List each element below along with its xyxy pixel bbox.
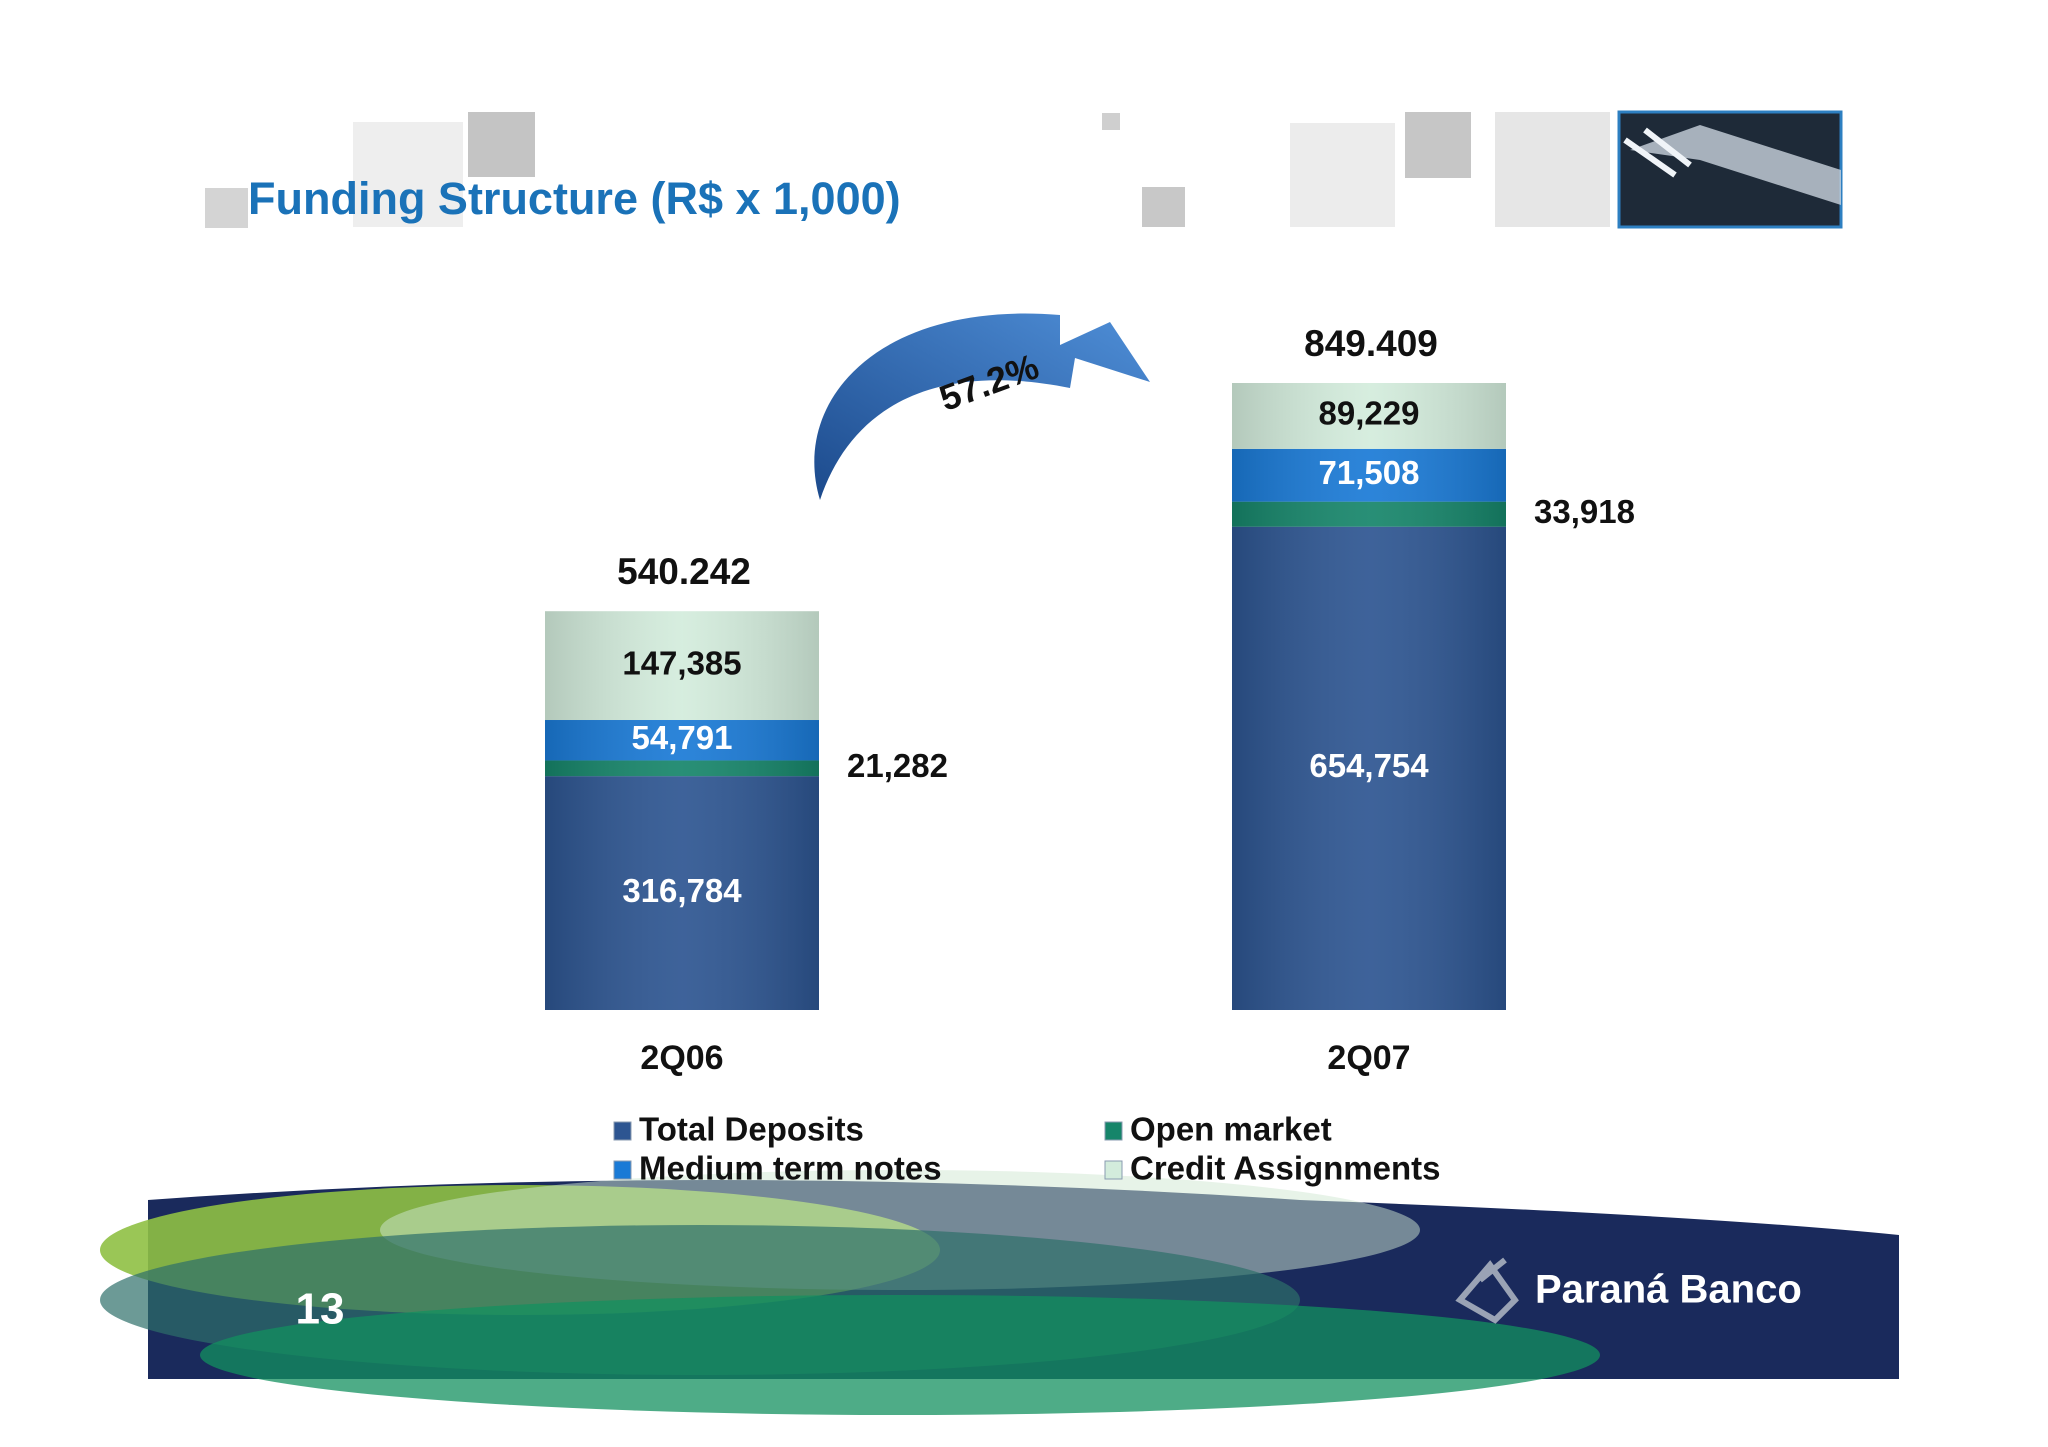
bar-shade — [1232, 448, 1506, 502]
footer-logo: Paraná Banco — [1535, 1268, 1802, 1312]
chart: 316,784 21,282 54,791 147,385 540.242 2Q06 654… — [545, 323, 1635, 1187]
bar-shade — [1232, 383, 1506, 449]
total-label: 849.409 — [1304, 323, 1438, 364]
value-label: 316,784 — [622, 872, 742, 909]
value-label: 654,754 — [1309, 747, 1429, 784]
value-label: 89,229 — [1319, 395, 1420, 432]
slide-title: Funding Structure (R$ x 1,000) — [248, 173, 901, 224]
bar-shade — [545, 760, 819, 777]
header-photo — [1617, 110, 1843, 229]
decor-squares — [205, 112, 1610, 228]
bar-shade — [545, 776, 819, 1010]
x-tick-label: 2Q07 — [1327, 1039, 1410, 1077]
total-label: 540.242 — [617, 551, 751, 592]
legend-label: Medium term notes — [639, 1150, 942, 1187]
value-label: 71,508 — [1319, 454, 1420, 491]
page-number: 13 — [296, 1285, 345, 1334]
bar-shade — [1232, 526, 1506, 1010]
value-label: 147,385 — [622, 644, 741, 681]
bar-shade — [1232, 501, 1506, 527]
value-label: 21,282 — [847, 747, 948, 784]
legend-swatch — [1104, 1121, 1123, 1141]
value-label: 54,791 — [632, 719, 733, 756]
value-label: 33,918 — [1534, 493, 1635, 530]
legend-label: Total Deposits — [639, 1111, 864, 1148]
legend-swatch — [613, 1121, 632, 1141]
bar-shade — [545, 720, 819, 761]
x-tick-label: 2Q06 — [640, 1039, 723, 1077]
legend-label: Credit Assignments — [1130, 1150, 1441, 1187]
legend-swatch — [613, 1160, 632, 1180]
footer-band — [100, 1170, 1899, 1415]
legend-swatch — [1104, 1160, 1123, 1180]
bar-shade — [545, 611, 819, 721]
growth-arrow — [814, 313, 1150, 500]
legend-label: Open market — [1130, 1111, 1332, 1148]
